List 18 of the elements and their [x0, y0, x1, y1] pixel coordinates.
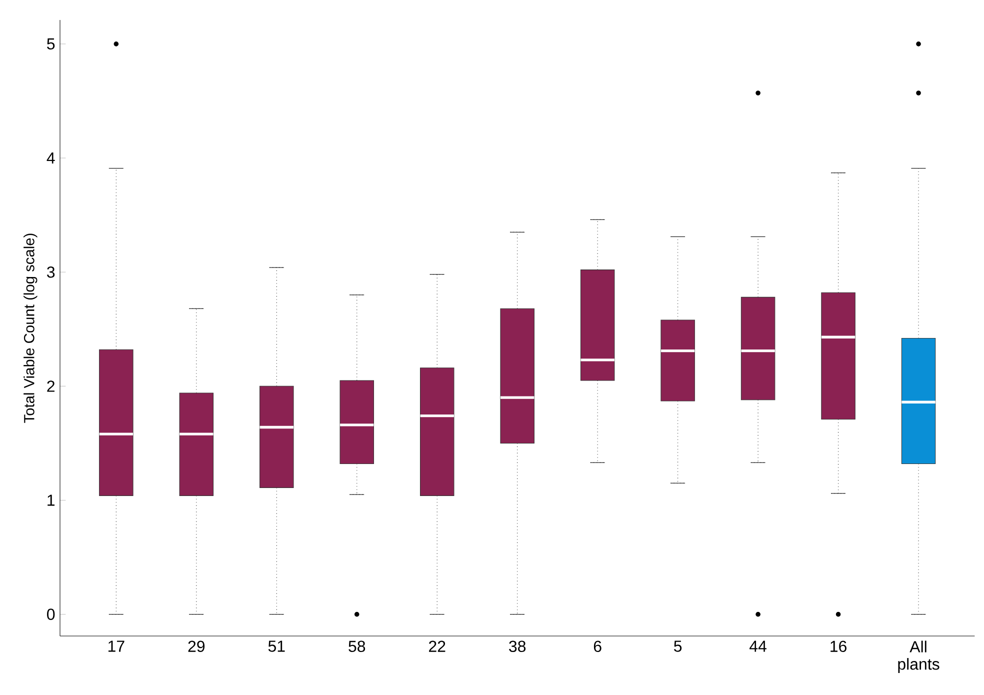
x-tick-label: 38: [509, 640, 526, 652]
x-tick-label: 44: [750, 640, 766, 652]
y-tick-label: 5: [47, 38, 55, 50]
x-tick-label: 22: [429, 640, 446, 652]
x-tick-label: 29: [188, 640, 205, 652]
x-tick-label: All plants: [898, 640, 940, 674]
x-tick-label: 16: [830, 640, 846, 652]
y-tick-label: 3: [47, 266, 55, 278]
y-tick-label: 2: [47, 380, 54, 392]
y-tick-label: 0: [47, 608, 55, 620]
x-tick-label: 6: [594, 640, 602, 652]
x-tick-label: 5: [674, 640, 682, 652]
y-axis-title: Total Viable Count (log scale): [24, 234, 38, 424]
x-tick-label: 58: [348, 640, 366, 652]
y-tick-label: 1: [48, 494, 55, 506]
x-tick-label: 17: [108, 640, 124, 652]
x-tick-label: 51: [268, 640, 285, 652]
y-tick-label: 4: [46, 152, 55, 164]
